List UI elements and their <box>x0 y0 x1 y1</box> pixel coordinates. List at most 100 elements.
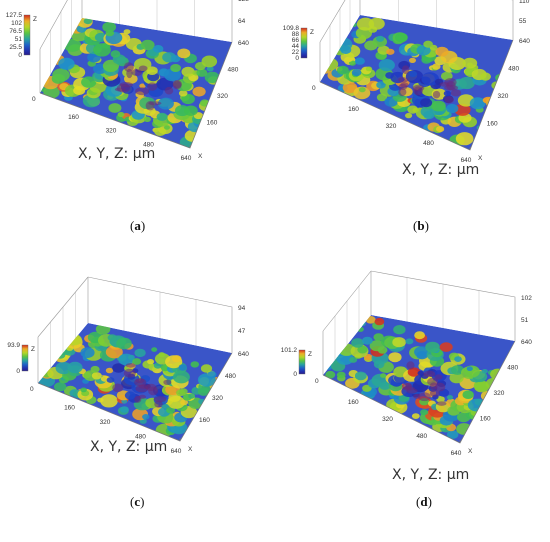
surface-texture <box>38 323 232 441</box>
z-tick-label: 64 <box>238 18 246 25</box>
colorbar-label: 25.5 <box>9 44 22 51</box>
colorbar-label: 51 <box>15 36 23 43</box>
units-label-c: X, Y, Z: µm <box>90 439 168 455</box>
x-axis-label: X <box>198 153 203 160</box>
y-tick-label: 640 <box>521 339 532 346</box>
y-tick-label: 320 <box>494 390 505 397</box>
x-tick-label: 160 <box>64 405 75 412</box>
colorbar-label: 109.8 <box>283 25 300 32</box>
x-tick-label: 640 <box>181 155 192 162</box>
wireframe-box <box>39 0 233 93</box>
wireframe-box <box>319 0 514 82</box>
x-tick-label: 480 <box>135 434 146 441</box>
surface-texture <box>40 18 232 148</box>
surface-plot-d: 160 320 480 640 X 160 320 480 640 0 102 51 Z 101.2 0 <box>281 270 532 457</box>
colorbar-label: 76.5 <box>9 28 22 35</box>
colorbar-label: 93.9 <box>7 342 20 349</box>
y-tick-label: 160 <box>207 120 218 127</box>
x-tick-label: 160 <box>348 399 359 406</box>
colorbar-label: 0 <box>295 55 299 62</box>
colorbar <box>300 27 308 59</box>
y-origin-label: 0 <box>32 96 36 103</box>
x-axis-label: X <box>478 155 483 162</box>
wireframe-box <box>322 270 516 375</box>
colorbar-z-label: Z <box>308 351 312 358</box>
caption-d: (d) <box>416 494 432 509</box>
y-tick-label: 160 <box>480 416 491 423</box>
colorbar-label: 0 <box>293 371 297 378</box>
z-tick-label: 47 <box>238 328 246 335</box>
colorbar-label: 22 <box>292 49 300 56</box>
z-tick-label: 102 <box>521 295 532 302</box>
panel-d: 160 320 480 640 X 160 320 480 640 0 102 51 Z 101.2 0 X… <box>275 270 550 542</box>
panel-a: 160 320 480 640 X 160 320 480 640 0 128 64 Z 127.5102… <box>0 0 275 271</box>
surface-texture <box>323 315 515 443</box>
y-tick-label: 640 <box>238 40 249 47</box>
y-tick-label: 160 <box>487 121 498 128</box>
colorbar-label: 88 <box>292 31 300 38</box>
z-tick-label: 94 <box>238 305 246 312</box>
y-origin-label: 0 <box>315 378 319 385</box>
colorbar-label: 0 <box>16 368 20 375</box>
colorbar-label: 102 <box>11 20 22 27</box>
colorbar-label: 127.5 <box>6 12 23 19</box>
x-tick-label: 640 <box>461 157 472 164</box>
x-tick-label: 160 <box>68 114 79 121</box>
y-tick-label: 480 <box>508 66 519 73</box>
panel-b: 160 320 480 640 X 160 320 480 640 0 110 55 Z 109.8 88 6… <box>275 0 550 271</box>
units-label-d: X, Y, Z: µm <box>392 467 470 483</box>
x-tick-label: 320 <box>106 128 117 135</box>
colorbar <box>298 349 306 375</box>
z-tick-label: 128 <box>238 0 249 3</box>
colorbar <box>21 344 29 372</box>
axis-frame <box>39 41 233 149</box>
wireframe-box <box>37 276 233 383</box>
panel-c: 160 320 480 640 X 160 320 480 640 0 94 47 Z 93.9 0 X, … <box>0 271 275 542</box>
y-tick-label: 160 <box>199 417 210 424</box>
surface-plot-c: 160 320 480 640 X 160 320 480 640 0 94 47 Z 93.9 0 <box>7 276 249 455</box>
caption-c: (c) <box>130 494 145 509</box>
y-origin-label: 0 <box>312 85 316 92</box>
x-tick-label: 480 <box>416 433 427 440</box>
colorbar-z-label: Z <box>33 16 37 23</box>
colorbar-z-label: Z <box>310 29 314 36</box>
y-tick-label: 640 <box>238 351 249 358</box>
z-tick-label: 51 <box>521 317 529 324</box>
surface-plot-a: 160 320 480 640 X 160 320 480 640 0 128 64 Z 127.5102… <box>6 0 249 162</box>
surface-texture <box>320 15 513 150</box>
units-label-b: X, Y, Z: µm <box>402 162 480 178</box>
x-tick-label: 480 <box>423 140 434 147</box>
x-tick-label: 320 <box>100 419 111 426</box>
colorbar <box>23 14 31 56</box>
z-tick-label: 55 <box>519 18 527 25</box>
colorbar-label: 101.2 <box>281 347 298 354</box>
z-tick-label: 110 <box>519 0 530 5</box>
units-label-a: X, Y, Z: µm <box>78 146 156 162</box>
x-axis-label: X <box>468 448 473 455</box>
surface-plot-b: 160 320 480 640 X 160 320 480 640 0 110 55 Z 109.8886… <box>283 0 530 164</box>
x-tick-label: 640 <box>451 450 462 457</box>
y-tick-label: 320 <box>212 395 223 402</box>
x-axis-label: X <box>188 446 193 453</box>
y-origin-label: 0 <box>30 386 34 393</box>
x-tick-label: 480 <box>143 141 154 148</box>
caption-b: (b) <box>413 218 429 233</box>
y-tick-label: 480 <box>225 373 236 380</box>
x-tick-label: 320 <box>386 123 397 130</box>
x-tick-label: 640 <box>171 448 182 455</box>
axis-frame <box>322 340 516 444</box>
y-tick-label: 480 <box>228 67 239 74</box>
y-tick-label: 480 <box>507 365 518 372</box>
x-tick-label: 160 <box>348 106 359 113</box>
colorbar-label: 44 <box>292 43 300 50</box>
colorbar-label: 0 <box>18 52 22 59</box>
colorbar-z-label: Z <box>31 346 35 353</box>
colorbar-label: 66 <box>292 37 300 44</box>
x-tick-label: 320 <box>382 416 393 423</box>
axis-frame <box>37 352 233 442</box>
axis-frame <box>319 39 514 151</box>
y-tick-label: 320 <box>498 93 509 100</box>
caption-a: (a) <box>130 218 146 233</box>
y-tick-label: 320 <box>217 93 228 100</box>
y-tick-label: 640 <box>519 38 530 45</box>
